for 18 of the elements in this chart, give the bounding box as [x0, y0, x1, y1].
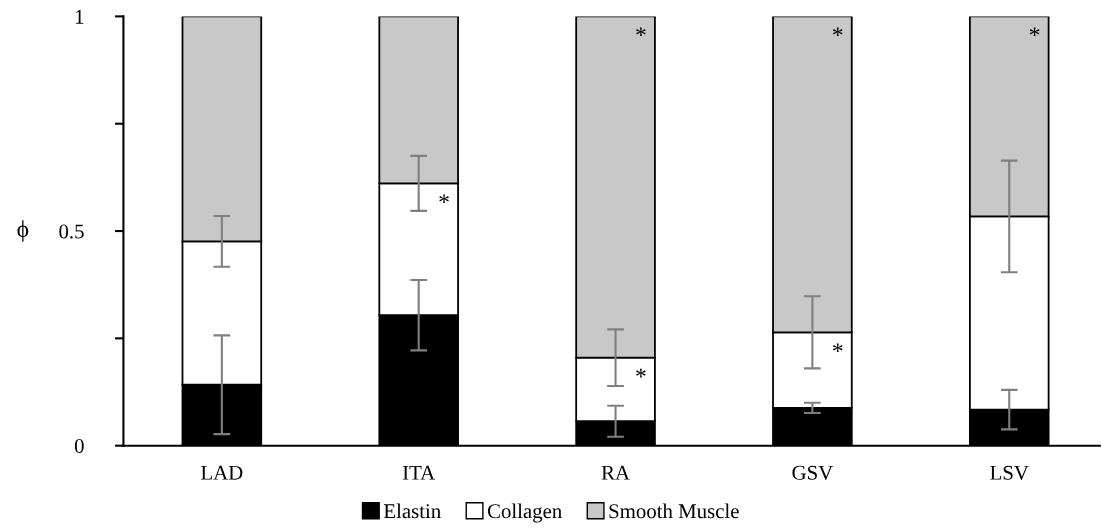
legend-label: Collagen: [487, 503, 562, 523]
annotation: *: [1029, 27, 1040, 37]
annotation: *: [833, 343, 843, 353]
x-tick-label: ITA: [402, 465, 436, 480]
annotation: *: [636, 27, 646, 37]
x-tick-label: LAD: [201, 465, 243, 480]
y-tick-label: 0: [74, 439, 84, 454]
annotation: *: [833, 27, 843, 37]
y-tick-label: 1: [75, 9, 84, 24]
x-tick-label: GSV: [792, 465, 833, 480]
y-tick-label: 0.5: [59, 224, 84, 239]
legend-label: Elastin: [383, 503, 441, 519]
x-tick-label: RA: [601, 465, 630, 480]
x-tick-label: LSV: [990, 465, 1029, 480]
y-axis-title: ϕ: [17, 220, 29, 242]
annotation: *: [439, 194, 449, 204]
legend-label: Smooth Muscle: [609, 503, 739, 519]
annotation: *: [636, 368, 646, 378]
